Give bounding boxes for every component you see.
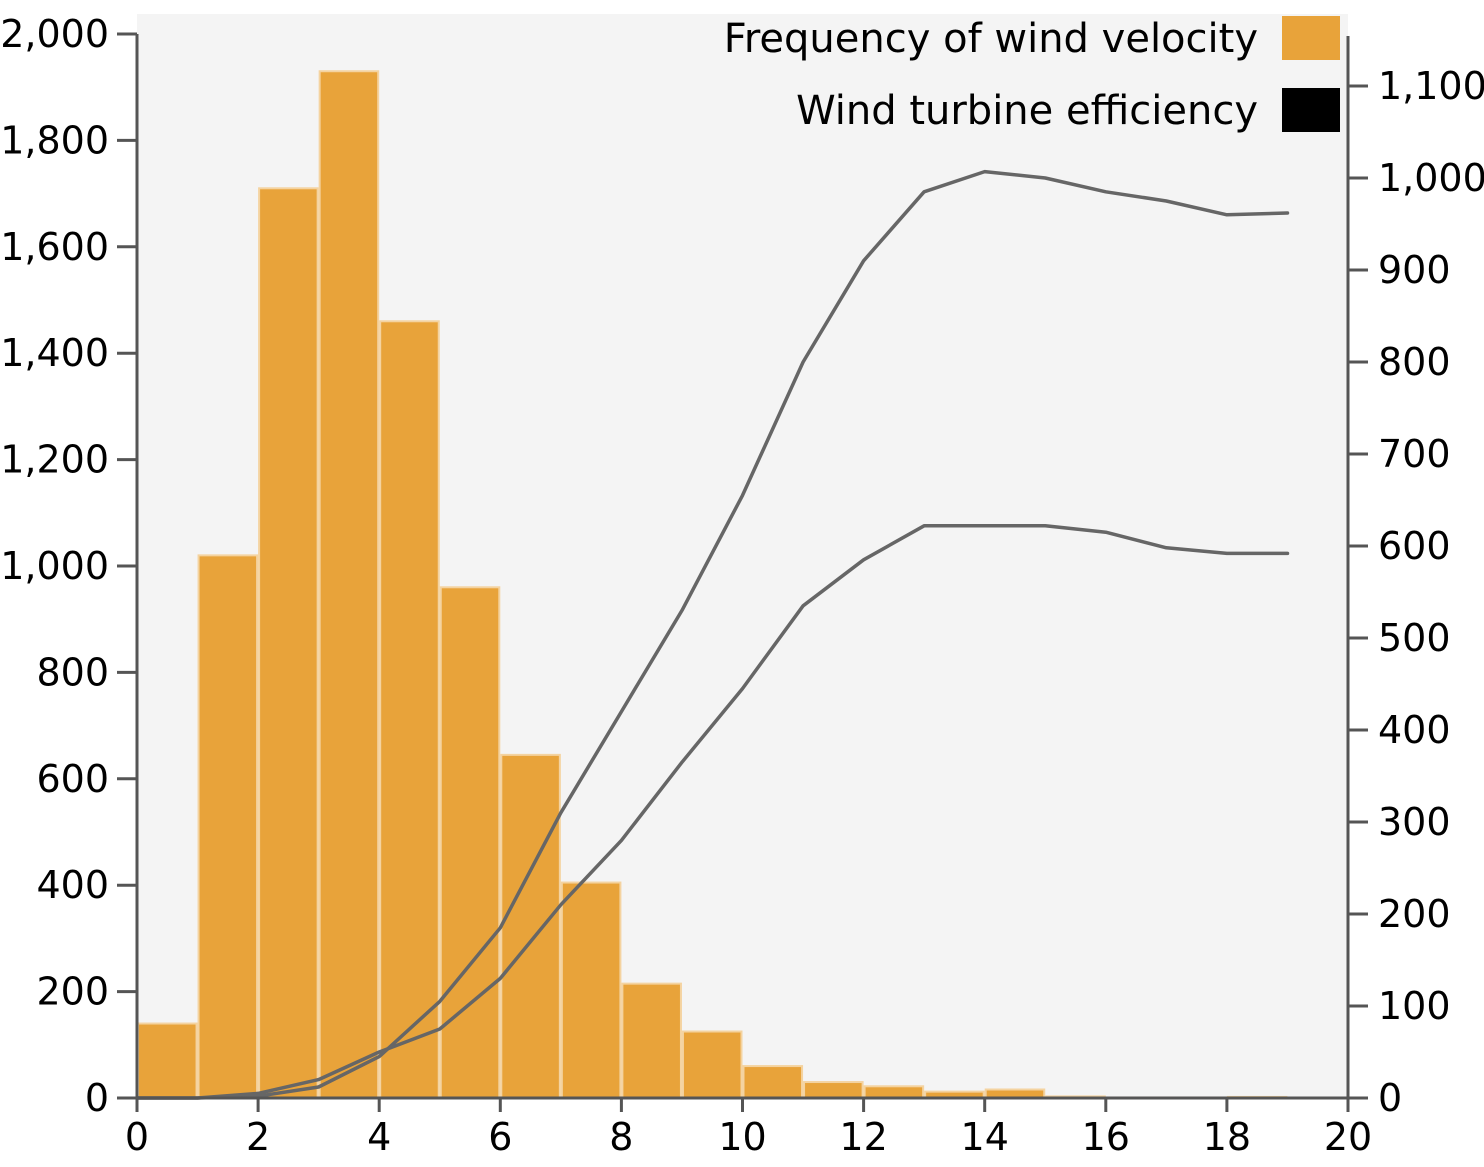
histogram-bar (258, 187, 319, 1099)
x-tick-label: 2 (246, 1115, 270, 1159)
x-tick-label: 18 (1203, 1115, 1251, 1159)
y-right-tick-label: 1,000 (1378, 156, 1484, 200)
y-left-tick-label: 1,800 (0, 118, 109, 162)
histogram-bar (560, 881, 622, 1099)
histogram-bar (318, 70, 380, 1100)
y-left-tick-label: 1,000 (0, 544, 109, 588)
histogram-bar (197, 554, 259, 1099)
legend-label: Frequency of wind velocity (724, 16, 1258, 62)
efficiency-lines (135, 169, 1290, 1100)
y-left-tick-label: 600 (36, 757, 109, 801)
legend-label: Wind turbine efficiency (796, 88, 1258, 134)
legend-swatch-efficiency (1282, 88, 1340, 132)
x-tick-label: 4 (367, 1115, 391, 1159)
y-right-tick-label: 900 (1378, 248, 1451, 292)
y-right-tick-label: 500 (1378, 616, 1451, 660)
histogram-bar (681, 1030, 743, 1099)
y-left-tick-label: 400 (36, 863, 109, 907)
axes: 0 2 4 6 8 10 12 14 16 18 2002004006008001,0001,200… (0, 12, 1484, 1159)
efficiency-line (135, 524, 1290, 1100)
x-tick-label: 10 (718, 1115, 766, 1159)
x-tick-label: 8 (609, 1115, 633, 1159)
x-tick-label: 20 (1324, 1115, 1372, 1159)
efficiency-line (135, 169, 1290, 1100)
y-left-tick-label: 1,400 (0, 331, 109, 375)
histogram-bar (742, 1065, 804, 1099)
x-tick-label: 16 (1082, 1115, 1130, 1159)
histogram-bar (621, 982, 682, 1099)
y-right-tick-label: 600 (1378, 524, 1451, 568)
y-right-tick-label: 700 (1378, 432, 1451, 476)
y-right-tick-label: 100 (1378, 984, 1451, 1028)
y-right-tick-label: 300 (1378, 800, 1451, 844)
y-left-tick-label: 2,000 (0, 12, 109, 56)
x-tick-label: 0 (125, 1115, 149, 1159)
y-left-tick-label: 800 (36, 650, 109, 694)
histogram-bar (803, 1081, 864, 1100)
y-left-tick-label: 200 (36, 970, 109, 1014)
legend-swatch-frequency (1282, 16, 1340, 60)
y-right-tick-label: 200 (1378, 892, 1451, 936)
y-right-tick-label: 800 (1378, 340, 1451, 384)
x-tick-label: 14 (961, 1115, 1009, 1159)
y-right-tick-label: 1,100 (1378, 64, 1484, 108)
y-left-tick-label: 1,600 (0, 225, 109, 269)
legend: Frequency of wind velocity Wind turbine e… (724, 16, 1340, 134)
histogram-bar (863, 1085, 925, 1100)
x-tick-label: 12 (839, 1115, 887, 1159)
y-right-tick-label: 400 (1378, 708, 1451, 752)
y-left-tick-label: 0 (85, 1076, 109, 1120)
histogram-bar (379, 320, 440, 1099)
histogram-bar (500, 753, 561, 1099)
histogram-bars (137, 70, 1288, 1100)
histogram-bar (137, 1022, 198, 1100)
y-right-tick-label: 0 (1378, 1076, 1402, 1120)
y-left-tick-label: 1,200 (0, 438, 109, 482)
x-tick-label: 6 (488, 1115, 512, 1159)
